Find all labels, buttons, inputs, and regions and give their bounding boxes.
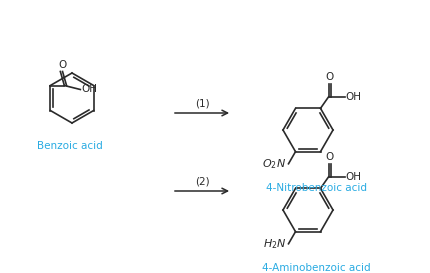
Text: (2): (2) (195, 176, 209, 186)
Text: O: O (326, 152, 334, 162)
Text: OH: OH (346, 92, 362, 102)
Text: 4-Nitrobenzoic acid: 4-Nitrobenzoic acid (265, 183, 366, 193)
Text: O: O (58, 60, 67, 70)
Text: 4-Aminobenzoic acid: 4-Aminobenzoic acid (262, 263, 370, 273)
Text: $O_2N$: $O_2N$ (262, 157, 286, 171)
Text: O: O (326, 72, 334, 82)
Text: Benzoic acid: Benzoic acid (37, 141, 103, 151)
Text: OH: OH (81, 85, 97, 94)
Text: (1): (1) (195, 98, 209, 108)
Text: OH: OH (346, 172, 362, 182)
Text: $H_2N$: $H_2N$ (263, 237, 286, 251)
